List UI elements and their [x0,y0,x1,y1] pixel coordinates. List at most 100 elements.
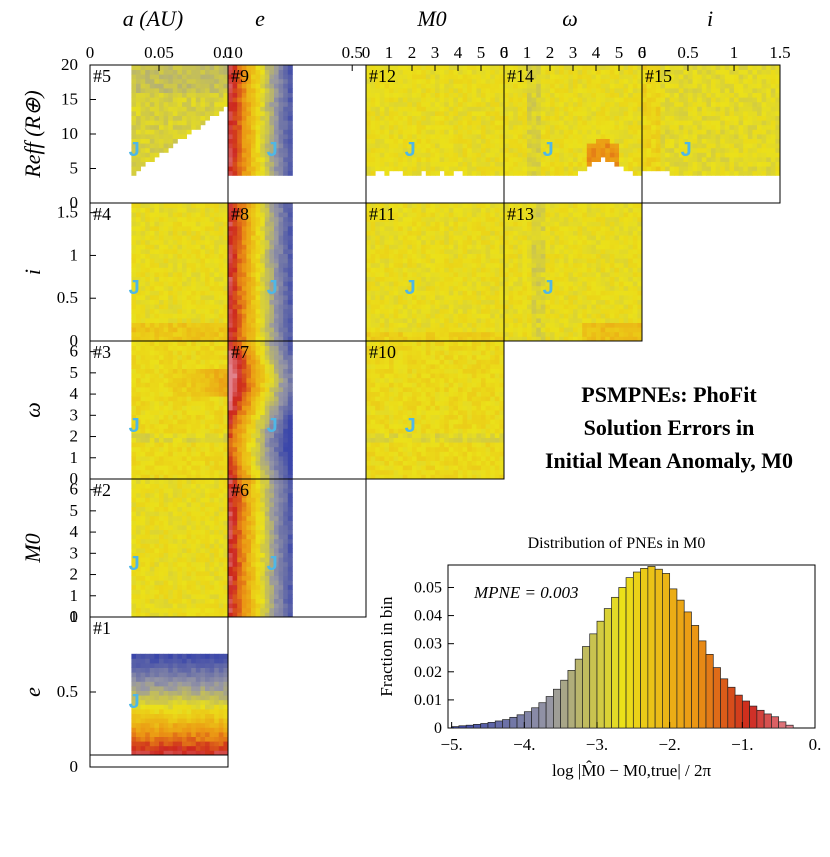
panel-cell [182,690,187,696]
panel-cell [191,502,197,507]
panel-cell [264,235,270,241]
panel-cell [232,382,238,388]
panel-cell [255,170,261,176]
panel-cell [195,65,201,70]
panel-cell [149,115,155,121]
panel-cell [191,686,197,691]
panel-cell [223,575,229,581]
panel-cell [269,143,275,149]
panel-cell [274,253,279,259]
panel-cell [177,354,183,360]
panel-cell [246,285,252,291]
panel-cell [444,405,450,411]
panel-cell [182,428,187,434]
panel-cell [412,368,417,374]
panel-cell [177,414,183,420]
panel-cell [232,129,238,135]
panel-cell [200,400,206,406]
panel-cell [168,111,174,116]
panel-cell [430,345,436,351]
panel-cell [145,382,151,388]
panel-cell [159,667,164,673]
panel-cell [168,548,174,553]
panel-cell [182,345,187,351]
panel-cell [140,331,146,337]
panel-cell [177,566,183,572]
panel-cell [159,686,164,691]
panel-cell [278,584,284,590]
panel-cell [163,571,169,576]
panel-cell [209,718,215,724]
panel-cell [200,230,206,236]
panel-cell [287,69,293,75]
panel-cell [260,69,266,75]
panel-cell [232,322,238,328]
panel-cell [172,428,178,434]
panel-cell [283,207,289,213]
panel-cell [287,106,293,112]
panel-cell [200,313,206,319]
panel-cell [159,718,164,724]
panel-cell [274,456,279,461]
panel-cell [154,124,160,130]
panel-cell [214,598,220,604]
panel-cell [136,157,141,162]
panel-cell [154,566,160,572]
panel-cell [274,143,279,149]
panel-cell [140,488,146,494]
panel-cell [241,607,247,613]
panel-cell [159,65,164,70]
panel-label: #5 [93,66,111,86]
panel-cell [389,405,394,411]
panel-cell [269,336,275,342]
panel-cell [145,387,151,392]
panel-cell [287,502,293,507]
panel-cell [145,423,151,429]
panel-cell [136,534,141,540]
panel-cell [191,713,197,719]
panel-cell [218,552,224,558]
panel-cell [274,295,279,300]
panel-cell [145,511,151,517]
panel-cell [412,460,417,466]
panel-cell [246,552,252,558]
panel-cell [136,745,141,751]
panel-cell [379,373,385,379]
panel-cell [191,106,197,112]
panel-cell [223,479,229,484]
panel-cell [159,722,164,728]
panel-cell [195,285,201,291]
panel-cell [274,120,279,126]
panel-cell [421,350,427,356]
panel-cell [140,538,146,544]
panel-cell [237,350,243,356]
panel-cell [218,580,224,586]
panel-cell [402,442,408,448]
panel-cell [425,428,431,434]
panel-cell [154,147,160,153]
panel-cell [136,713,141,719]
panel-cell [205,502,210,507]
panel-cell [131,377,137,383]
panel-cell [241,157,247,162]
panel-cell [163,267,169,273]
panel-cell [232,285,238,291]
panel-cell [172,78,178,84]
panel-cell [228,423,233,429]
panel-cell [154,502,160,507]
panel-cell [223,364,229,369]
panel-cell [131,382,137,388]
panel-cell [218,226,224,231]
panel-cell [412,359,417,365]
panel-cell [269,83,275,89]
panel-cell [228,244,233,250]
panel-cell [200,520,206,526]
panel-cell [375,400,381,406]
panel-cell [264,502,270,507]
panel-cell [159,483,164,489]
panel-cell [200,97,206,103]
panel-cell [186,557,192,563]
panel-cell [228,538,233,544]
panel-cell [232,124,238,130]
panel-cell [159,78,164,84]
